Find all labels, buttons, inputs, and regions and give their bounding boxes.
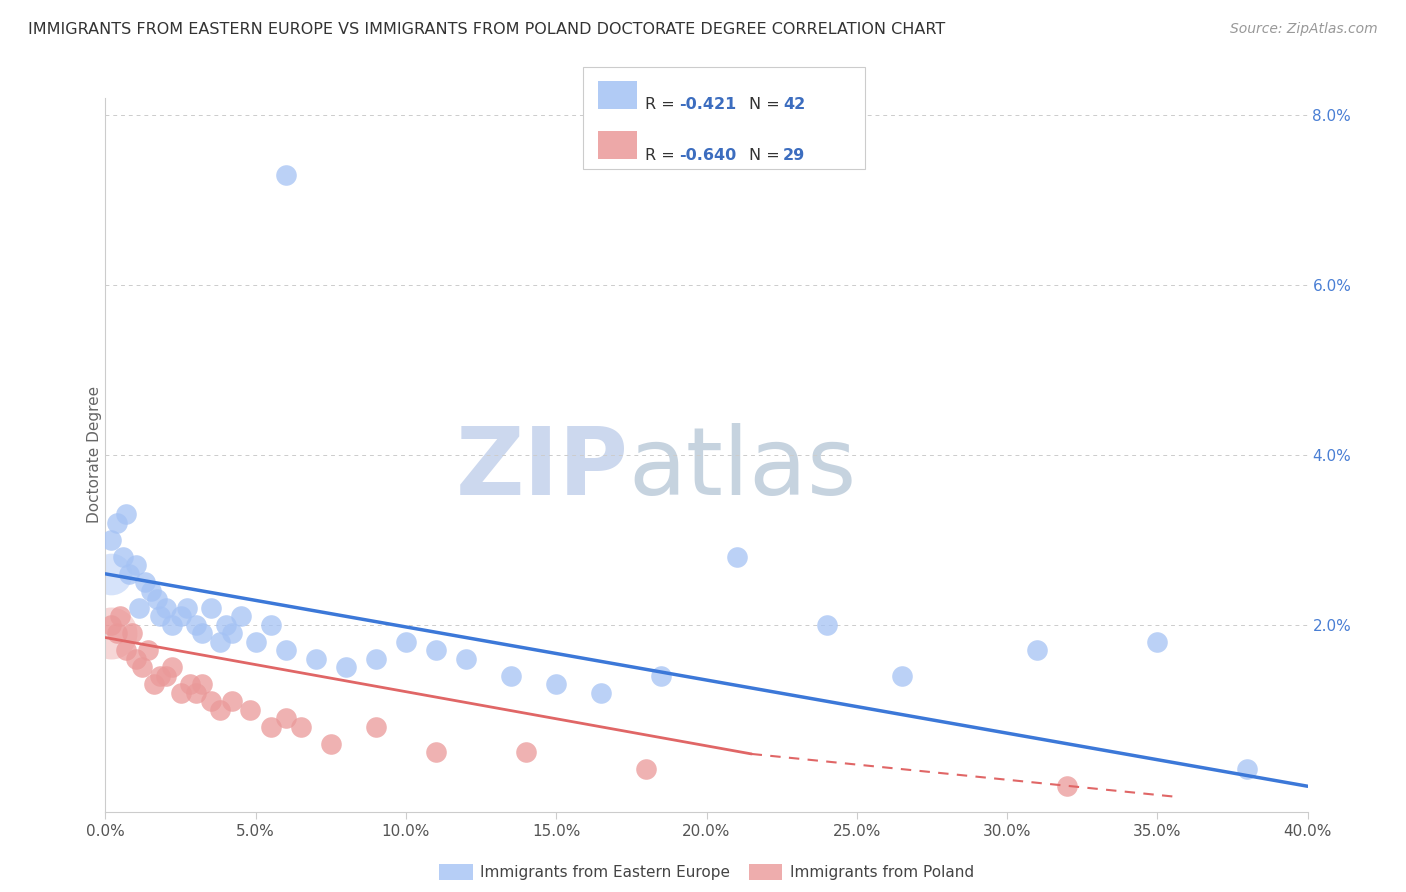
Point — [100, 566, 122, 581]
Point — [160, 660, 183, 674]
Point — [107, 516, 129, 530]
Point — [118, 566, 141, 581]
Point — [184, 617, 207, 632]
Point — [221, 626, 243, 640]
Point — [454, 652, 477, 666]
Point — [142, 677, 165, 691]
Point — [591, 686, 613, 700]
Legend: Immigrants from Eastern Europe, Immigrants from Poland: Immigrants from Eastern Europe, Immigran… — [433, 858, 980, 886]
Point — [1146, 635, 1168, 649]
Point — [364, 652, 387, 666]
Point — [319, 737, 342, 751]
Point — [1026, 643, 1049, 657]
Point — [128, 600, 150, 615]
Point — [260, 617, 283, 632]
Point — [115, 508, 138, 522]
Point — [260, 720, 283, 734]
Point — [425, 643, 447, 657]
Point — [425, 745, 447, 759]
Point — [221, 694, 243, 708]
Text: atlas: atlas — [628, 423, 856, 516]
Point — [100, 533, 122, 547]
Text: R =: R = — [645, 148, 681, 163]
Point — [725, 549, 748, 564]
Point — [176, 600, 198, 615]
Point — [364, 720, 387, 734]
Point — [1056, 779, 1078, 793]
Point — [200, 694, 222, 708]
Point — [139, 583, 162, 598]
Point — [190, 626, 212, 640]
Text: -0.640: -0.640 — [679, 148, 737, 163]
Point — [184, 686, 207, 700]
Text: ZIP: ZIP — [456, 423, 628, 516]
Point — [121, 626, 143, 640]
Point — [145, 592, 167, 607]
Point — [208, 703, 231, 717]
Y-axis label: Doctorate Degree: Doctorate Degree — [87, 386, 101, 524]
Text: -0.421: -0.421 — [679, 97, 737, 112]
Point — [335, 660, 357, 674]
Point — [200, 600, 222, 615]
Point — [274, 643, 297, 657]
Text: 29: 29 — [783, 148, 806, 163]
Text: Source: ZipAtlas.com: Source: ZipAtlas.com — [1230, 22, 1378, 37]
Point — [890, 669, 912, 683]
Point — [148, 609, 170, 624]
Point — [169, 609, 191, 624]
Point — [124, 558, 146, 573]
Point — [546, 677, 568, 691]
Point — [274, 168, 297, 182]
Point — [100, 626, 122, 640]
Point — [115, 643, 138, 657]
Point — [636, 762, 658, 776]
Point — [815, 617, 838, 632]
Text: R =: R = — [645, 97, 681, 112]
Point — [110, 609, 132, 624]
Point — [501, 669, 523, 683]
Point — [112, 549, 135, 564]
Point — [107, 626, 129, 640]
Point — [131, 660, 153, 674]
Point — [148, 669, 170, 683]
Point — [190, 677, 212, 691]
Point — [179, 677, 201, 691]
Text: N =: N = — [749, 97, 786, 112]
Point — [1236, 762, 1258, 776]
Point — [124, 652, 146, 666]
Point — [160, 617, 183, 632]
Point — [134, 575, 156, 590]
Point — [650, 669, 672, 683]
Point — [245, 635, 267, 649]
Point — [229, 609, 252, 624]
Point — [515, 745, 537, 759]
Point — [169, 686, 191, 700]
Point — [136, 643, 159, 657]
Point — [100, 617, 122, 632]
Text: N =: N = — [749, 148, 786, 163]
Point — [395, 635, 418, 649]
Point — [290, 720, 312, 734]
Point — [274, 711, 297, 725]
Point — [214, 617, 236, 632]
Point — [208, 635, 231, 649]
Point — [305, 652, 328, 666]
Text: 42: 42 — [783, 97, 806, 112]
Point — [155, 669, 177, 683]
Point — [155, 600, 177, 615]
Text: IMMIGRANTS FROM EASTERN EUROPE VS IMMIGRANTS FROM POLAND DOCTORATE DEGREE CORREL: IMMIGRANTS FROM EASTERN EUROPE VS IMMIGR… — [28, 22, 945, 37]
Point — [239, 703, 262, 717]
